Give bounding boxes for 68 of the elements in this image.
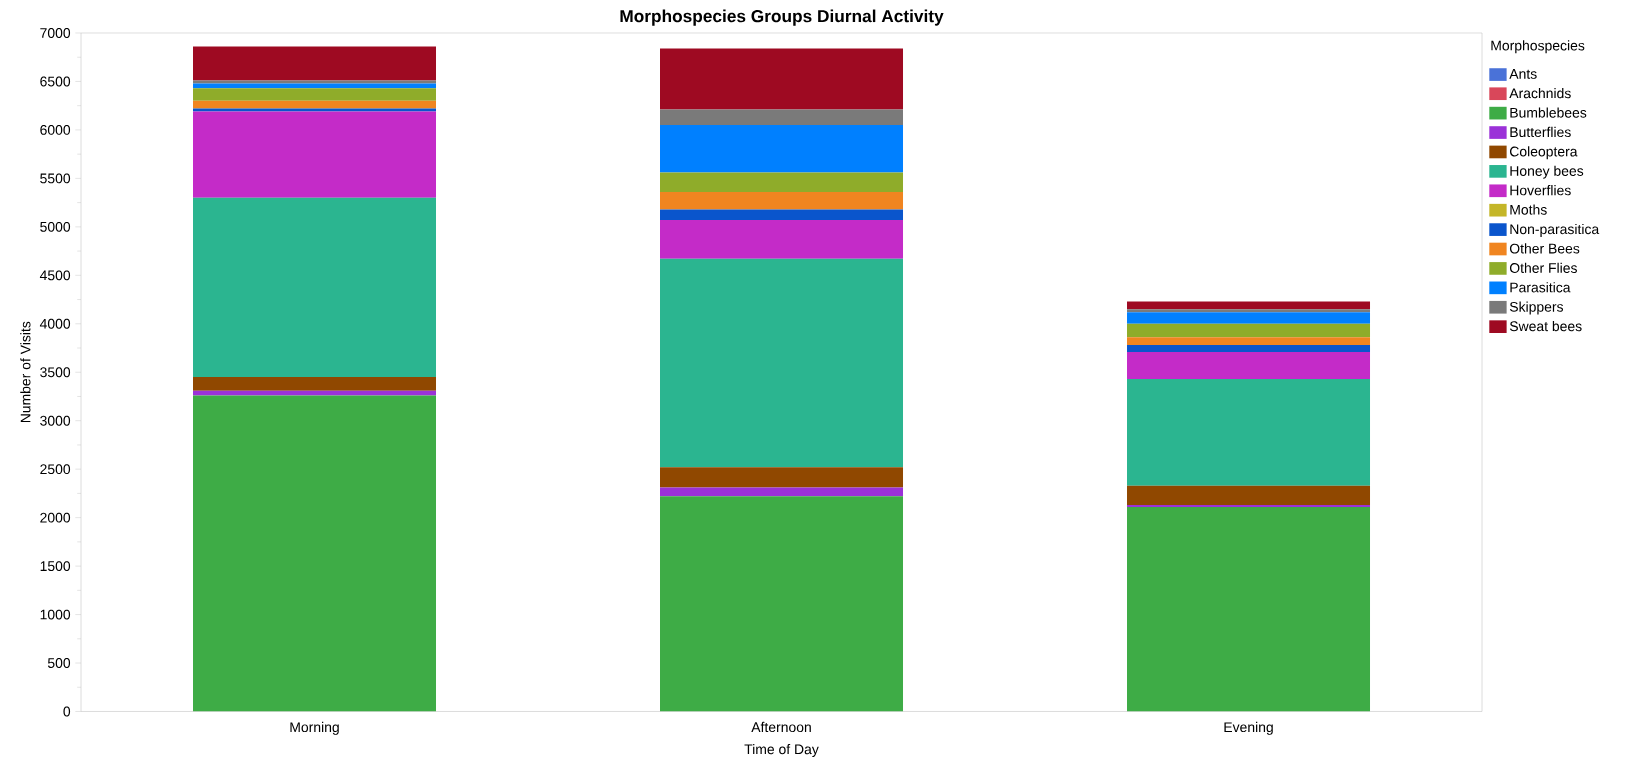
- y-tick-label: 4500: [39, 270, 71, 281]
- y-tick-label: 5000: [40, 221, 71, 232]
- bar: [193, 80, 437, 84]
- y-tick-label: 1500: [40, 561, 71, 572]
- legend-label: Hoverflies: [1510, 185, 1571, 196]
- bar: [1127, 301, 1371, 310]
- legend-label: Parasitica: [1510, 282, 1571, 293]
- bar: [193, 46, 437, 81]
- bar: [193, 100, 437, 109]
- bar: [193, 83, 437, 89]
- y-tick-label: 1000: [40, 609, 71, 620]
- bar: [1127, 337, 1371, 346]
- y-tick-label: 7000: [40, 28, 71, 38]
- legend-label: Skippers: [1509, 301, 1564, 315]
- y-tick-label: 6000: [40, 124, 71, 135]
- legend-label: Moths: [1510, 204, 1547, 215]
- legend-label: Bumblebees: [1510, 107, 1587, 118]
- bar: [193, 108, 437, 112]
- bar: [1127, 312, 1371, 324]
- bar: [660, 496, 904, 712]
- bar: [1127, 309, 1371, 313]
- bar: [660, 191, 904, 210]
- legend-label: Ants: [1509, 69, 1537, 79]
- x-tick-label: Evening: [1224, 721, 1273, 735]
- x-tick-label: Morning: [290, 721, 339, 735]
- bar: [1127, 323, 1371, 338]
- legend-label: Arachnids: [1509, 88, 1571, 99]
- y-tick-label: 2000: [40, 512, 71, 523]
- bar: [1127, 506, 1371, 712]
- x-tick-label: Afternoon: [751, 721, 811, 733]
- legend-label: Coleoptera: [1509, 146, 1578, 160]
- y-tick-label: 6500: [40, 76, 71, 87]
- bar: [193, 88, 437, 101]
- bar: [660, 220, 904, 259]
- y-tick-label: 4000: [39, 318, 71, 329]
- legend-label: Sweat bees: [1509, 320, 1582, 332]
- bar: [1127, 379, 1371, 486]
- bar: [660, 172, 904, 192]
- bar: [660, 487, 904, 497]
- y-tick-label: 5500: [40, 173, 71, 184]
- y-tick-label: 2500: [40, 464, 71, 475]
- bar: [193, 377, 437, 391]
- legend-title: Morphospecies: [1491, 40, 1585, 54]
- y-tick-label: 3000: [40, 415, 71, 426]
- y-tick-label: 500: [47, 658, 71, 668]
- y-tick-label: 3500: [40, 367, 71, 378]
- y-tick-label: 0: [63, 706, 71, 717]
- bar: [193, 390, 437, 396]
- bar: [1127, 351, 1371, 380]
- bar: [1127, 485, 1371, 506]
- bar: [193, 111, 437, 198]
- bar: [1127, 345, 1371, 352]
- legend-label: Non-parasitica: [1510, 223, 1600, 237]
- bar: [660, 209, 904, 221]
- bar: [660, 109, 904, 126]
- x-axis-title: Time of Day: [744, 743, 819, 757]
- chart-title: Morphospecies Groups Diurnal Activity: [620, 9, 944, 26]
- legend-label: Other Bees: [1509, 243, 1580, 254]
- bar: [660, 125, 904, 173]
- legend-label: Other Flies: [1509, 262, 1577, 273]
- bar: [660, 258, 904, 468]
- bar: [193, 395, 437, 712]
- legend-label: Butterflies: [1510, 126, 1571, 138]
- y-axis-title: Number of Visits: [20, 321, 31, 423]
- legend-label: Honey bees: [1510, 165, 1584, 179]
- bar: [193, 197, 437, 378]
- bar: [660, 467, 904, 488]
- bar: [660, 48, 904, 110]
